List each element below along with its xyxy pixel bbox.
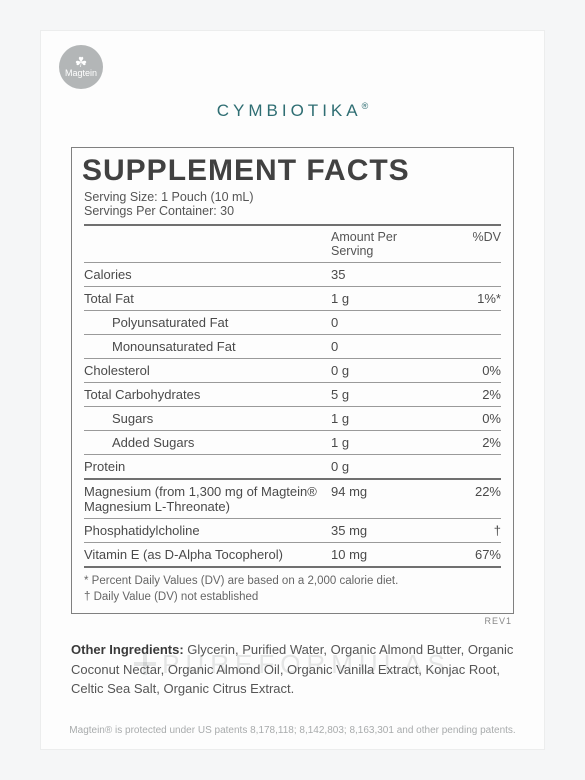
header-dv: %DV — [441, 230, 501, 258]
row-label: Magnesium (from 1,300 mg of Magtein® Mag… — [84, 484, 331, 514]
table-row: Protein0 g — [72, 455, 513, 478]
row-amount: 35 — [331, 267, 441, 282]
row-label: Added Sugars — [84, 435, 331, 450]
table-header-row: Amount Per Serving %DV — [72, 226, 513, 262]
row-amount: 5 g — [331, 387, 441, 402]
row-amount: 1 g — [331, 291, 441, 306]
label-card: ☘ Magtein CYMBIOTIKA® SUPPLEMENT FACTS S… — [40, 30, 545, 750]
table-row: Calories35 — [72, 263, 513, 286]
row-label: Vitamin E (as D-Alpha Tocopherol) — [84, 547, 331, 562]
table-row: Phosphatidylcholine35 mg† — [72, 519, 513, 542]
row-amount: 0 g — [331, 363, 441, 378]
row-amount: 35 mg — [331, 523, 441, 538]
row-dv — [441, 459, 501, 474]
table-row: Sugars1 g0% — [72, 407, 513, 430]
table-row: Total Carbohydrates5 g2% — [72, 383, 513, 406]
magtein-swirl-icon: ☘ — [75, 56, 88, 68]
table-row: Magnesium (from 1,300 mg of Magtein® Mag… — [72, 480, 513, 518]
row-dv: 67% — [441, 547, 501, 562]
brand-name: CYMBIOTIKA® — [71, 101, 514, 121]
header-spacer — [84, 230, 331, 258]
other-ingredients: Other Ingredients: Glycerin, Purified Wa… — [71, 640, 514, 699]
brand-text: CYMBIOTIKA — [217, 101, 362, 120]
revision-code: REV1 — [71, 616, 514, 626]
row-amount: 94 mg — [331, 484, 441, 514]
row-dv: 22% — [441, 484, 501, 514]
magtein-badge-text: Magtein — [65, 68, 97, 78]
row-label: Cholesterol — [84, 363, 331, 378]
brand-reg: ® — [362, 101, 369, 111]
magtein-badge: ☘ Magtein — [59, 45, 103, 89]
row-label: Polyunsaturated Fat — [84, 315, 331, 330]
row-label: Monounsaturated Fat — [84, 339, 331, 354]
footnotes: * Percent Daily Values (DV) are based on… — [72, 568, 513, 613]
row-dv: 0% — [441, 411, 501, 426]
footnote-dagger: † Daily Value (DV) not established — [84, 590, 501, 606]
panel-title: SUPPLEMENT FACTS — [72, 148, 513, 190]
row-amount: 1 g — [331, 411, 441, 426]
row-amount: 10 mg — [331, 547, 441, 562]
serving-block: Serving Size: 1 Pouch (10 mL) Servings P… — [72, 190, 513, 224]
table-row: Total Fat1 g1%* — [72, 287, 513, 310]
row-amount: 0 — [331, 339, 441, 354]
serving-size: Serving Size: 1 Pouch (10 mL) — [84, 190, 501, 204]
table-row: Cholesterol0 g0% — [72, 359, 513, 382]
row-label: Phosphatidylcholine — [84, 523, 331, 538]
table-row: Monounsaturated Fat0 — [72, 335, 513, 358]
servings-per-container: Servings Per Container: 30 — [84, 204, 501, 218]
row-dv — [441, 315, 501, 330]
row-dv: 2% — [441, 435, 501, 450]
row-label: Total Carbohydrates — [84, 387, 331, 402]
header-amount: Amount Per Serving — [331, 230, 441, 258]
patent-notice: Magtein® is protected under US patents 8… — [40, 725, 545, 736]
row-amount: 0 g — [331, 459, 441, 474]
row-dv: 1%* — [441, 291, 501, 306]
row-amount: 0 — [331, 315, 441, 330]
footnote-pct: * Percent Daily Values (DV) are based on… — [84, 574, 501, 590]
row-dv: † — [441, 523, 501, 538]
row-label: Protein — [84, 459, 331, 474]
row-label: Total Fat — [84, 291, 331, 306]
row-label: Calories — [84, 267, 331, 282]
other-ingredients-label: Other Ingredients: — [71, 642, 184, 657]
row-amount: 1 g — [331, 435, 441, 450]
table-row: Polyunsaturated Fat0 — [72, 311, 513, 334]
row-dv — [441, 339, 501, 354]
table-row: Added Sugars1 g2% — [72, 431, 513, 454]
row-dv: 0% — [441, 363, 501, 378]
row-label: Sugars — [84, 411, 331, 426]
supplement-facts-panel: SUPPLEMENT FACTS Serving Size: 1 Pouch (… — [71, 147, 514, 614]
row-dv: 2% — [441, 387, 501, 402]
table-row: Vitamin E (as D-Alpha Tocopherol)10 mg67… — [72, 543, 513, 566]
row-dv — [441, 267, 501, 282]
